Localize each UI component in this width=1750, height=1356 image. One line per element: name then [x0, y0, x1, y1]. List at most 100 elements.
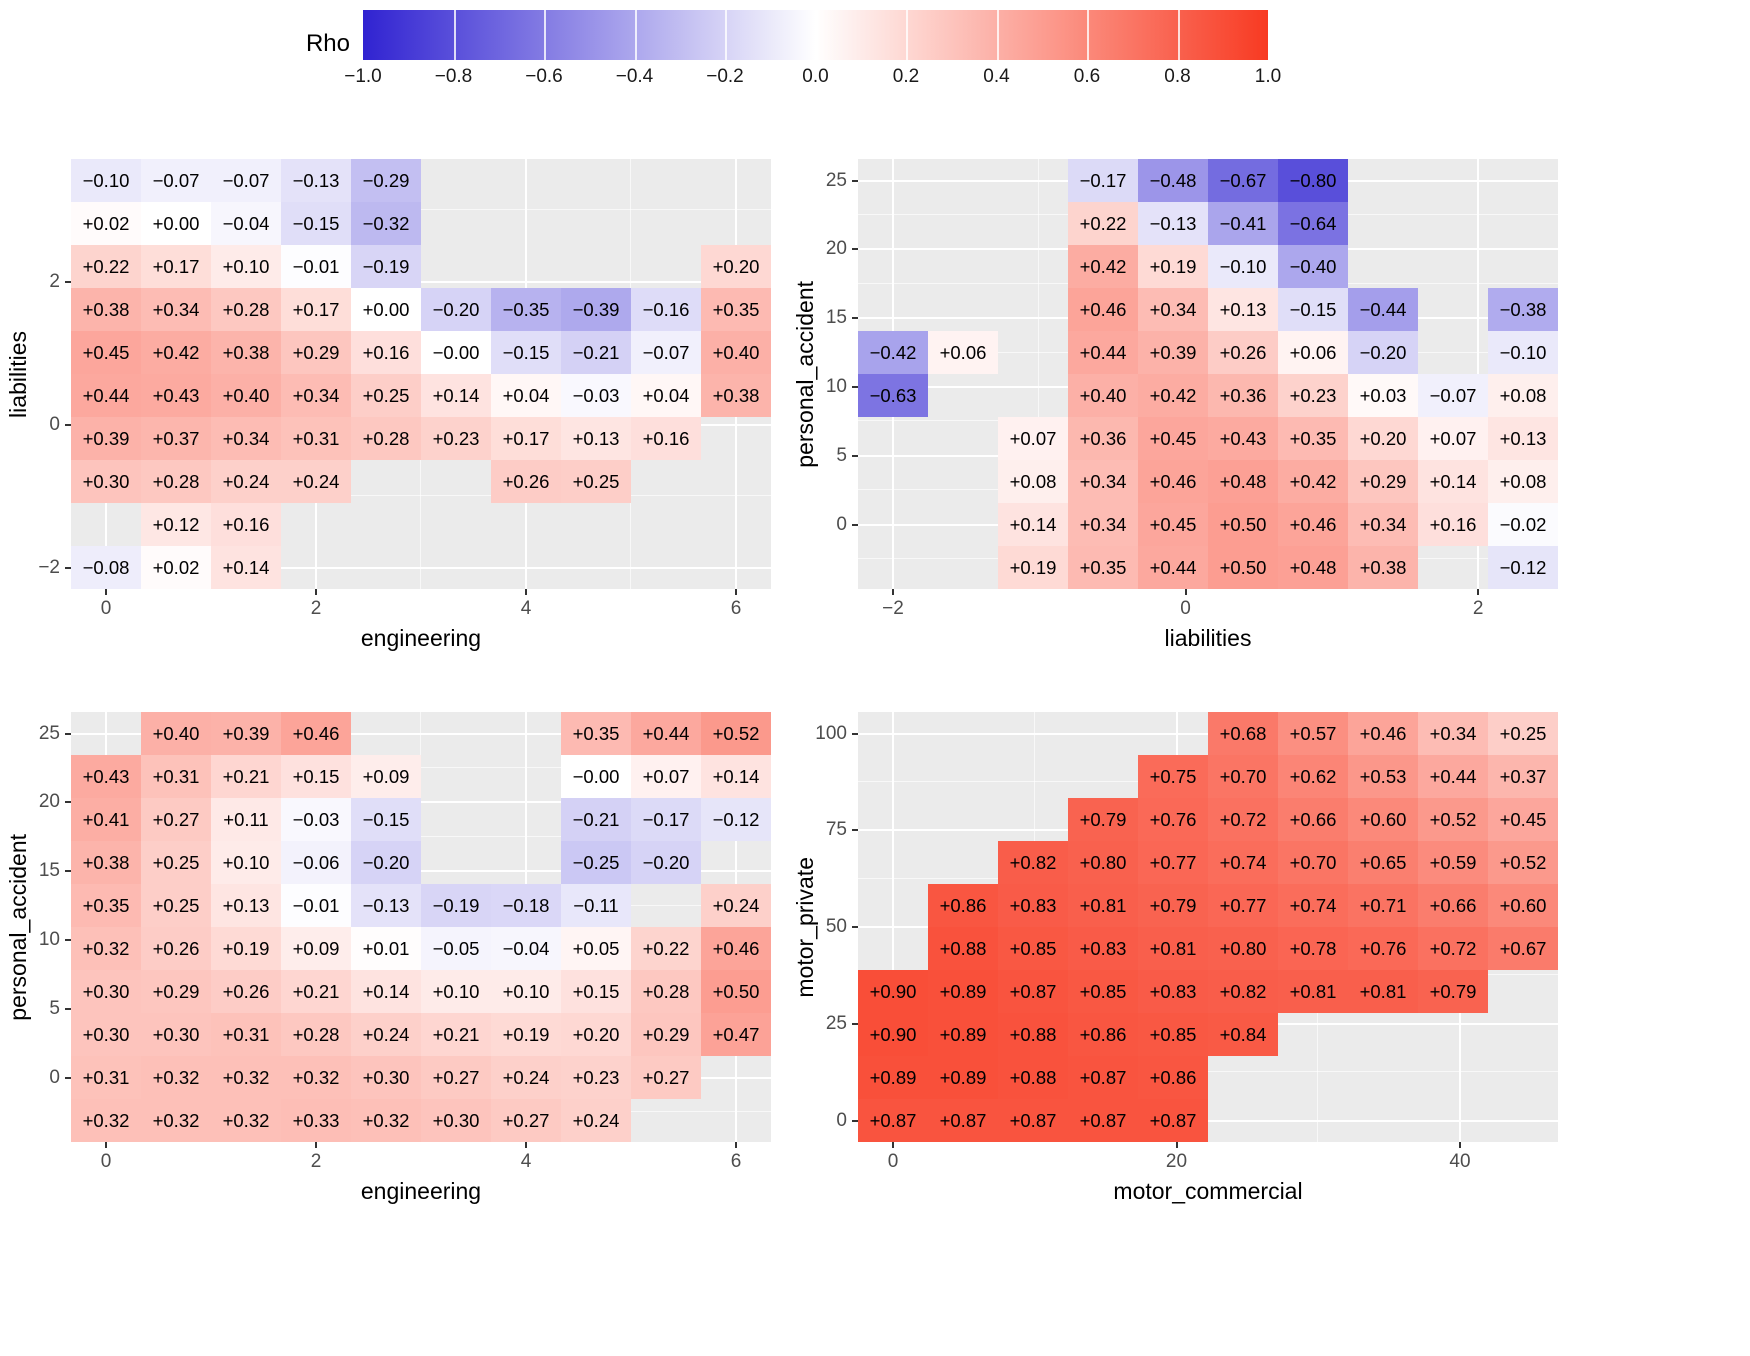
- heatmap-cell: −0.20: [351, 841, 421, 884]
- heatmap-cell: +0.11: [211, 798, 281, 841]
- heatmap-cell: +0.35: [71, 884, 141, 927]
- x-tick-mark: [1175, 1142, 1178, 1148]
- heatmap-cell: +0.45: [1138, 503, 1208, 546]
- heatmap-cell: −0.32: [351, 202, 421, 245]
- heatmap-cell: +0.10: [421, 970, 491, 1013]
- heatmap-cell: +0.44: [1068, 331, 1138, 374]
- y-tick-mark: [852, 829, 858, 832]
- y-tick-label: 0: [836, 513, 847, 535]
- heatmap-cell: +0.50: [1208, 503, 1278, 546]
- heatmap-cell: −0.13: [351, 884, 421, 927]
- x-tick-label: 0: [100, 598, 112, 619]
- heatmap-cell: +0.80: [1208, 927, 1278, 970]
- heatmap-cell: +0.39: [71, 417, 141, 460]
- heatmap-cell: +0.32: [71, 927, 141, 970]
- heatmap-cell: +0.47: [701, 1013, 771, 1056]
- heatmap-cell: +0.16: [211, 503, 281, 546]
- heatmap-cell: +0.85: [1068, 970, 1138, 1013]
- y-tick-mark: [852, 454, 858, 457]
- heatmap-cell: +0.41: [71, 798, 141, 841]
- heatmap-cell: −0.21: [561, 331, 631, 374]
- heatmap-cell: +0.13: [211, 884, 281, 927]
- heatmap-cell: +0.68: [1208, 712, 1278, 755]
- x-tick-label: 40: [1449, 1151, 1471, 1172]
- x-tick-mark: [525, 1142, 527, 1148]
- y-tick-label: 75: [825, 819, 847, 841]
- heatmap-cell: +0.13: [1208, 288, 1278, 331]
- heatmap-cell: +0.07: [998, 417, 1068, 460]
- heatmap-cell: +0.23: [561, 1056, 631, 1099]
- heatmap-cell: +0.34: [1068, 503, 1138, 546]
- legend-bar-tick: [815, 10, 818, 60]
- heatmap-cell: +0.28: [631, 970, 701, 1013]
- y-tick-mark: [65, 870, 71, 873]
- heatmap-cell: +0.26: [491, 460, 561, 503]
- y-tick-label: 0: [49, 413, 60, 435]
- legend-bar-tick: [453, 10, 456, 60]
- heatmap-cell: +0.17: [491, 417, 561, 460]
- heatmap-cell: +0.13: [1488, 417, 1558, 460]
- y-tick-mark: [65, 566, 71, 569]
- heatmap-cell: −0.12: [1488, 546, 1558, 589]
- heatmap-cell: −0.10: [71, 159, 141, 202]
- heatmap-cell: +0.35: [1278, 417, 1348, 460]
- heatmap-cell: +0.35: [701, 288, 771, 331]
- heatmap-cell: +0.32: [281, 1056, 351, 1099]
- heatmap-cell: +0.88: [998, 1056, 1068, 1099]
- y-axis-title-text: personal_accident: [791, 280, 818, 468]
- legend-tick-label: 0.4: [983, 66, 1010, 87]
- heatmap-cell: +0.65: [1348, 841, 1418, 884]
- heatmap-cell: +0.31: [211, 1013, 281, 1056]
- heatmap-cell: −0.25: [561, 841, 631, 884]
- y-tick-label: 10: [38, 928, 60, 950]
- heatmap-cell: +0.37: [141, 417, 211, 460]
- heatmap-cell: +0.46: [1068, 288, 1138, 331]
- heatmap-cell: +0.28: [281, 1013, 351, 1056]
- heatmap-cell: +0.87: [1138, 1099, 1208, 1142]
- heatmap-cell: −0.00: [421, 331, 491, 374]
- heatmap-cell: +0.05: [561, 927, 631, 970]
- panel-personal-accident-vs-engineering: +0.40 +0.39 +0.46 +0.35 +0.44 +0.52 +0.43 +0.31…: [5, 712, 771, 1204]
- y-tick-label: −2: [38, 556, 60, 578]
- heatmap-cell: +0.30: [351, 1056, 421, 1099]
- heatmap-cell: +0.33: [281, 1099, 351, 1142]
- heatmap-cell: +0.87: [998, 970, 1068, 1013]
- x-axis-title: engineering: [360, 625, 482, 651]
- heatmap-cell: −0.20: [631, 841, 701, 884]
- heatmap-cell: +0.22: [1068, 202, 1138, 245]
- heatmap-cell: +0.88: [998, 1013, 1068, 1056]
- heatmap-cell: −0.03: [281, 798, 351, 841]
- y-tick-mark: [852, 926, 858, 928]
- heatmap-cell: −0.44: [1348, 288, 1418, 331]
- legend-bar-tick: [634, 10, 637, 60]
- heatmap-cell: +0.76: [1138, 798, 1208, 841]
- heatmap-cell: +0.62: [1278, 755, 1348, 798]
- heatmap-cell: +0.89: [858, 1056, 928, 1099]
- x-tick-mark: [892, 589, 894, 595]
- x-tick-mark: [315, 589, 317, 595]
- legend-tick-label: −1.0: [344, 66, 382, 87]
- heatmap-cell: +0.08: [998, 460, 1068, 503]
- heatmap-cell: −0.07: [211, 159, 281, 202]
- x-tick-label: 4: [520, 598, 532, 619]
- y-tick-label: 0: [49, 1066, 60, 1088]
- heatmap-cell: −0.08: [71, 546, 141, 589]
- heatmap-cell: +0.34: [1068, 460, 1138, 503]
- heatmap-cell: +0.23: [421, 417, 491, 460]
- heatmap-cell: +0.34: [211, 417, 281, 460]
- heatmap-cell: +0.81: [1348, 970, 1418, 1013]
- y-tick-label: 25: [825, 169, 847, 191]
- heatmap-cell: +0.57: [1278, 712, 1348, 755]
- x-tick-mark: [892, 1142, 894, 1148]
- y-tick-label: 15: [38, 860, 60, 882]
- heatmap-cell: +0.21: [281, 970, 351, 1013]
- heatmap-cell: +0.83: [998, 884, 1068, 927]
- heatmap-cell: +0.43: [1208, 417, 1278, 460]
- legend-tick-label: 0.2: [892, 66, 920, 87]
- heatmap-cell: +0.40: [701, 331, 771, 374]
- heatmap-cell: +0.34: [1138, 288, 1208, 331]
- heatmap-cell: +0.19: [1138, 245, 1208, 288]
- y-axis-title-text: personal_accident: [4, 833, 31, 1021]
- y-tick-mark: [852, 1119, 858, 1122]
- heatmap-cell: +0.43: [71, 755, 141, 798]
